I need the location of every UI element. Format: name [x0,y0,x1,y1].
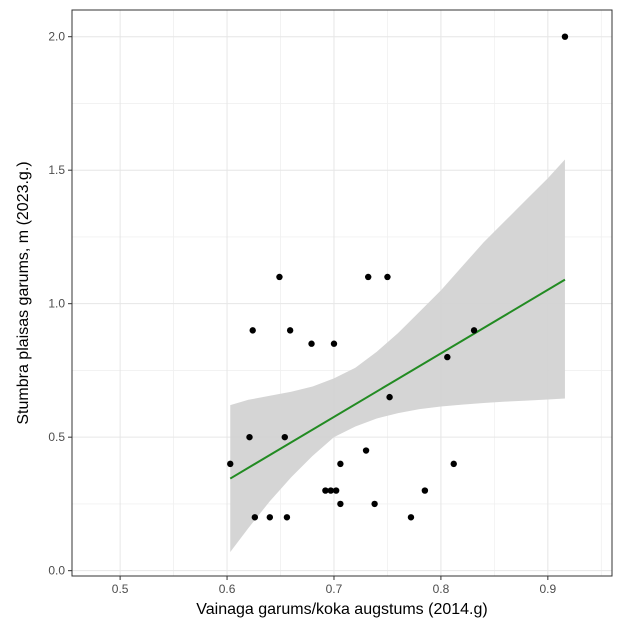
data-point [561,33,569,40]
data-point [444,353,451,361]
data-point [450,460,457,468]
data-point [470,327,478,334]
data-point [249,327,256,334]
x-tick-label: 0.5 [112,582,129,596]
y-tick-label: 2.0 [48,30,65,44]
data-point [386,393,393,401]
data-point [371,500,378,508]
data-point [364,273,372,281]
data-point [384,273,391,281]
x-tick-label: 0.6 [219,582,236,596]
x-axis-ticks: 0.5 0.6 0.7 0.8 0.9 [112,576,557,596]
trend-line [229,278,566,480]
y-axis-ticks: 0.0 0.5 1.0 1.5 2.0 [48,30,72,578]
y-tick-label: 0.5 [48,430,65,444]
x-tick-label: 0.7 [326,582,343,596]
y-tick-label: 1.5 [48,163,65,177]
data-point [327,487,334,494]
data-point [362,447,370,454]
y-axis-title: Stumbra plaisas garums, m (2023.g.) [15,161,32,424]
y-tick-label: 0.0 [48,564,65,578]
data-point [281,433,288,441]
confidence-band [230,159,565,552]
data-point [407,514,415,521]
data-point [337,500,344,508]
x-tick-label: 0.8 [433,582,450,596]
data-point [246,433,253,441]
data-point [283,514,291,521]
data-point [227,460,234,468]
y-tick-label: 1.0 [48,297,65,311]
panel-border [71,9,613,577]
data-point [286,327,294,334]
data-point [308,340,315,347]
data-point [330,340,338,347]
x-tick-label: 0.9 [539,582,556,596]
data-point [322,487,329,494]
data-point [276,273,283,281]
data-points [227,33,569,521]
data-point [421,487,429,494]
data-point [332,487,340,494]
x-axis-title: Vainaga garums/koka augstums (2014.g) [196,601,487,618]
data-point [337,460,344,468]
data-point [251,514,259,521]
data-point [266,514,274,521]
